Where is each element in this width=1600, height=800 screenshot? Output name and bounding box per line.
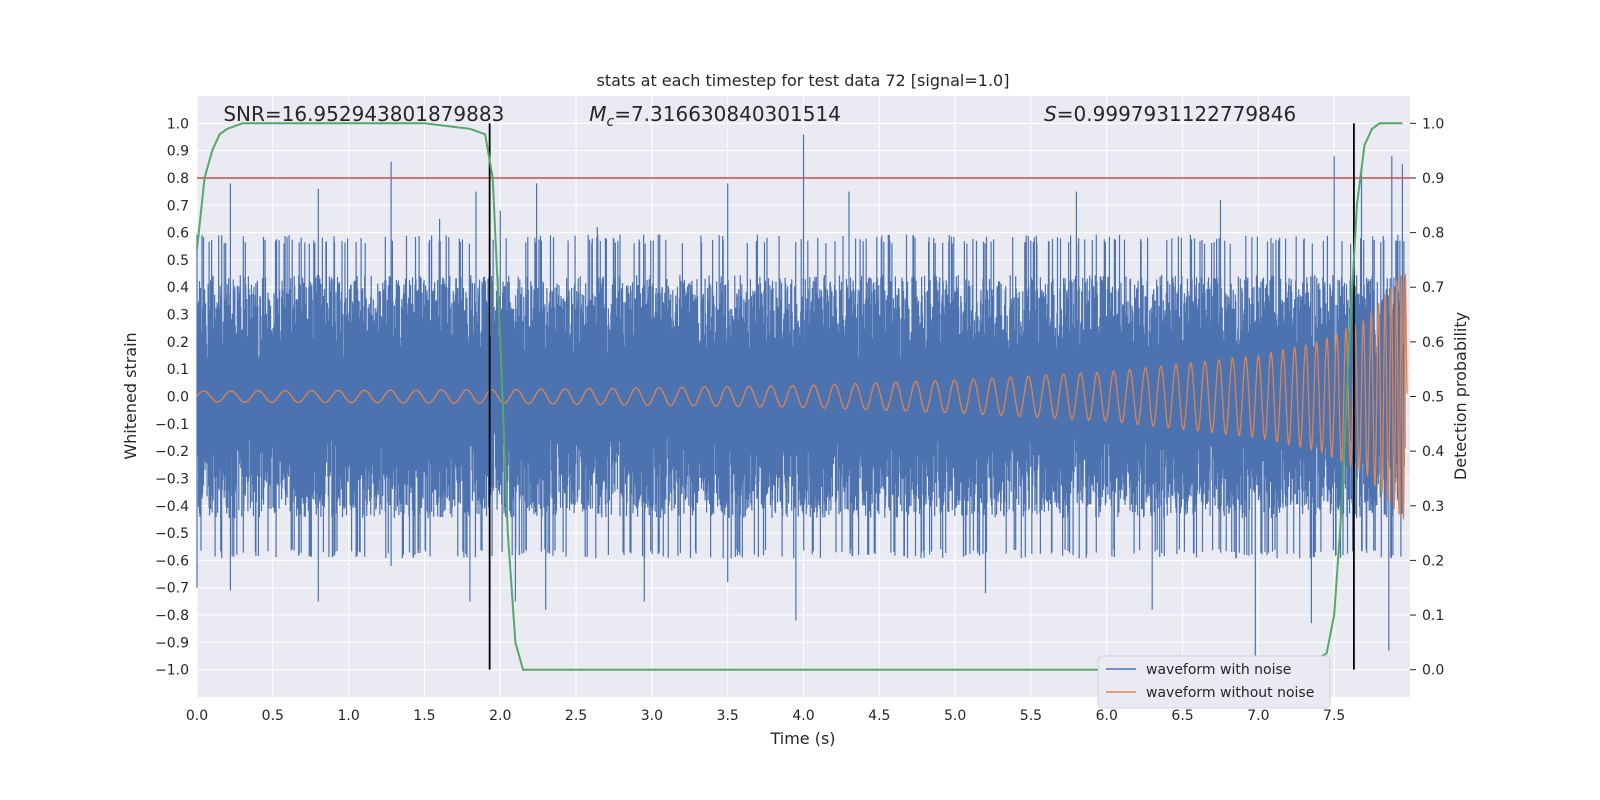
y2-tick-label: 0.9 (1422, 171, 1444, 187)
x-tick-label: 1.5 (413, 708, 435, 724)
series-waveform-without-noise (196, 273, 1408, 520)
probability-line (196, 122, 1403, 671)
y2-tick-label: 0.5 (1422, 390, 1444, 406)
x-tick-label: 0.0 (186, 708, 208, 724)
y2-tick-label: 0.2 (1422, 553, 1444, 569)
y-tick-label: −0.4 (155, 499, 189, 515)
x-tick-label: 7.0 (1247, 708, 1269, 724)
y-tick-label: 0.1 (167, 362, 189, 378)
y2-tick-label: 0.1 (1422, 608, 1444, 624)
x-axis-label: Time (s) (769, 729, 835, 748)
annotations: SNR=16.952943801879883 Mc=7.3166308403015… (223, 102, 1296, 130)
y-tick-label: 1.0 (167, 116, 189, 132)
y-tick-label: −0.5 (155, 526, 189, 542)
y-axis-label: Whitened strain (121, 332, 140, 459)
x-tick-label: 2.0 (489, 708, 511, 724)
y-tick-label: 0.0 (167, 390, 189, 406)
snr-annotation: SNR=16.952943801879883 (223, 102, 504, 126)
y-tick-label: 0.7 (167, 198, 189, 214)
y-tick-label: −0.2 (155, 444, 189, 460)
legend-label-clean: waveform without noise (1146, 685, 1314, 701)
x-tick-label: 4.0 (792, 708, 814, 724)
y-tick-label: −0.7 (155, 581, 189, 597)
y-tick-label: 0.3 (167, 308, 189, 324)
y-tick-label: 0.2 (167, 335, 189, 351)
y-tick-label: −0.9 (155, 635, 189, 651)
y-tick-label: −0.6 (155, 553, 189, 569)
chirp-mass-annotation: Mc=7.316630840301514 (589, 102, 841, 130)
y-axis-left-ticks: 1.0 0.9 0.8 0.7 0.6 0.5 0.4 0.3 0.2 0.1 0.0 −0.1 −0.… (155, 116, 189, 678)
y2-tick-label: 0.0 (1422, 663, 1444, 679)
y2-tick-label: 0.4 (1422, 444, 1444, 460)
x-tick-label: 6.5 (1171, 708, 1193, 724)
x-tick-label: 5.0 (944, 708, 966, 724)
y-tick-label: 0.6 (167, 226, 189, 242)
y2-tick-label: 0.3 (1422, 499, 1444, 515)
legend: waveform with noise waveform without noi… (1097, 655, 1331, 709)
chart-title: stats at each timestep for test data 72 … (597, 71, 1010, 90)
x-tick-label: 4.5 (868, 708, 890, 724)
x-tick-label: 0.5 (262, 708, 284, 724)
y2-tick-label: 0.7 (1422, 280, 1444, 296)
x-tick-label: 5.5 (1020, 708, 1042, 724)
noise-line (196, 134, 1406, 665)
y2-tick-label: 1.0 (1422, 116, 1444, 132)
y-tick-label: −1.0 (155, 663, 189, 679)
y-tick-label: −0.1 (155, 417, 189, 433)
y2-tick-label: 0.8 (1422, 226, 1444, 242)
legend-label-noise: waveform with noise (1146, 662, 1291, 678)
x-tick-label: 6.0 (1096, 708, 1118, 724)
x-axis-ticks: 0.0 0.5 1.0 1.5 2.0 2.5 3.0 3.5 4.0 4.5 5.0 5.5 6.0 6… (186, 708, 1345, 724)
x-tick-label: 1.0 (337, 708, 359, 724)
legend-box (1097, 655, 1331, 709)
y-axis-right-ticks: 1.0 0.9 0.8 0.7 0.6 0.5 0.4 0.3 0.2 0.1 0.0 (1410, 116, 1444, 679)
x-tick-label: 2.5 (565, 708, 587, 724)
y-tick-label: −0.8 (155, 608, 189, 624)
x-tick-label: 3.0 (641, 708, 663, 724)
y-tick-label: 0.5 (167, 253, 189, 269)
overlay-lines (197, 123, 1410, 670)
series-waveform-with-noise (196, 134, 1406, 665)
y-tick-label: 0.9 (167, 144, 189, 160)
y2-axis-label: Detection probability (1451, 312, 1470, 480)
y-tick-label: −0.3 (155, 471, 189, 487)
y2-tick-label: 0.6 (1422, 335, 1444, 351)
score-annotation: S=0.9997931122779846 (1044, 102, 1296, 126)
y-tick-label: 0.4 (167, 280, 189, 296)
series-detection-probability (196, 122, 1403, 671)
x-tick-label: 3.5 (717, 708, 739, 724)
y-tick-label: 0.8 (167, 171, 189, 187)
clean-line (196, 273, 1408, 520)
x-tick-label: 7.5 (1323, 708, 1345, 724)
